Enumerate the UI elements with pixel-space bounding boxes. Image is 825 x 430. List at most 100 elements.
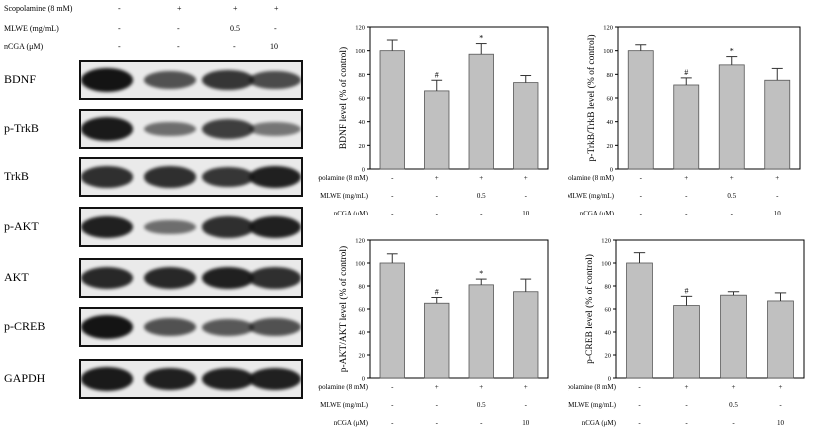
bar	[513, 82, 539, 170]
bar	[720, 294, 747, 379]
y-tick-label: 80	[359, 284, 366, 291]
header-cell: 0.5	[230, 24, 240, 33]
condition-value: 10	[777, 419, 785, 427]
blot-band	[249, 318, 301, 336]
chart-pcreb: 0 20 40 60 80 100 120 p-CREB level (% of contro…	[568, 238, 805, 427]
header-cell: -	[233, 42, 236, 51]
bar	[626, 262, 653, 379]
condition-value: +	[779, 383, 783, 391]
blot-strip	[79, 359, 303, 399]
bar	[379, 50, 405, 170]
condition-label: nCGA (μM)	[580, 210, 615, 215]
y-axis-label: BDNF level (% of control)	[338, 47, 349, 149]
chart-ptrkb-trkb: 0 20 40 60 80 100 120 p-TrkB/TrkB level (% of c…	[568, 25, 801, 215]
condition-value: 0.5	[477, 401, 486, 409]
bar	[513, 291, 539, 379]
condition-value: -	[391, 383, 394, 391]
condition-value: -	[779, 401, 782, 409]
significance-mark: #	[435, 70, 439, 79]
blot-label-gapdh: GAPDH	[4, 371, 46, 385]
condition-value: -	[391, 401, 394, 409]
condition-value: +	[730, 174, 734, 182]
blot-band	[249, 70, 301, 90]
blot-band	[144, 267, 196, 289]
header-cell: +	[233, 4, 238, 13]
condition-value: -	[436, 210, 439, 215]
blot-band	[144, 367, 196, 391]
condition-value: -	[525, 192, 528, 200]
blot-strip	[79, 207, 303, 247]
condition-value: -	[638, 419, 641, 427]
blot-band	[202, 119, 254, 139]
blot-band	[249, 367, 301, 391]
condition-value: +	[524, 174, 528, 182]
condition-label: Scopolamine (8 mM)	[568, 383, 617, 391]
header-cell: -	[118, 4, 121, 13]
header-cell: -	[118, 42, 121, 51]
condition-value: -	[480, 210, 483, 215]
blot-band	[144, 121, 196, 137]
condition-label: MLWE (mg/mL)	[320, 192, 369, 200]
blot-band	[81, 117, 133, 141]
significance-mark: *	[479, 269, 483, 278]
condition-value: 0.5	[729, 401, 738, 409]
condition-value: -	[436, 192, 439, 200]
blot-band	[202, 367, 254, 391]
condition-label: Scopolamine (8 mM)	[318, 174, 369, 182]
blot-strip	[79, 307, 303, 347]
y-tick-label: 60	[359, 96, 366, 103]
bar	[379, 262, 405, 379]
header-row-label: MLWE (mg/mL)	[4, 24, 59, 33]
condition-value: -	[638, 383, 641, 391]
condition-value: 10	[774, 210, 782, 215]
condition-label: MLWE (mg/mL)	[320, 401, 369, 409]
blot-band	[81, 367, 133, 391]
condition-label: nCGA (μM)	[334, 210, 369, 215]
y-tick-label: 40	[605, 330, 612, 337]
blot-band	[81, 166, 133, 188]
condition-value: +	[435, 174, 439, 182]
chart-pakt-akt: 0 20 40 60 80 100 120 p-AKT/AKT level (% of con…	[318, 238, 549, 427]
condition-value: -	[640, 192, 643, 200]
y-axis-label: p-CREB level (% of control)	[584, 254, 595, 364]
bar	[424, 302, 450, 379]
significance-mark: #	[685, 286, 689, 295]
blot-strip	[79, 109, 303, 149]
header-cell: 10	[270, 42, 278, 51]
y-tick-label: 40	[359, 330, 366, 337]
bar	[468, 53, 494, 170]
y-tick-label: 120	[601, 238, 611, 245]
y-tick-label: 100	[603, 48, 613, 55]
y-tick-label: 60	[605, 307, 612, 314]
bar	[718, 64, 745, 170]
bar	[673, 84, 700, 170]
y-tick-label: 120	[355, 25, 365, 32]
condition-value: -	[732, 419, 735, 427]
blot-band	[202, 266, 254, 290]
blot-band	[144, 71, 196, 89]
condition-label: nCGA (μM)	[334, 419, 369, 427]
condition-value: -	[640, 174, 643, 182]
blot-band	[144, 318, 196, 336]
condition-value: 0.5	[727, 192, 736, 200]
blot-label-p-creb: p-CREB	[4, 319, 46, 333]
condition-value: -	[480, 419, 483, 427]
blot-band	[249, 215, 301, 239]
blot-strip	[79, 60, 303, 100]
blot-label-bdnf: BDNF	[4, 72, 37, 86]
condition-value: -	[638, 401, 641, 409]
blot-band	[81, 215, 133, 239]
blot-band	[81, 315, 133, 339]
blot-band	[81, 267, 133, 289]
blot-band	[249, 165, 301, 189]
header-cell: -	[274, 24, 277, 33]
condition-value: 10	[522, 419, 530, 427]
y-axis-label: p-TrkB/TrkB level (% of control)	[586, 34, 597, 161]
bar	[673, 305, 700, 379]
condition-value: +	[684, 174, 688, 182]
y-tick-label: 80	[605, 284, 612, 291]
blot-band	[249, 121, 301, 137]
condition-value: +	[524, 383, 528, 391]
condition-label: Scopolamine (8 mM)	[568, 174, 615, 182]
bar	[767, 300, 794, 379]
